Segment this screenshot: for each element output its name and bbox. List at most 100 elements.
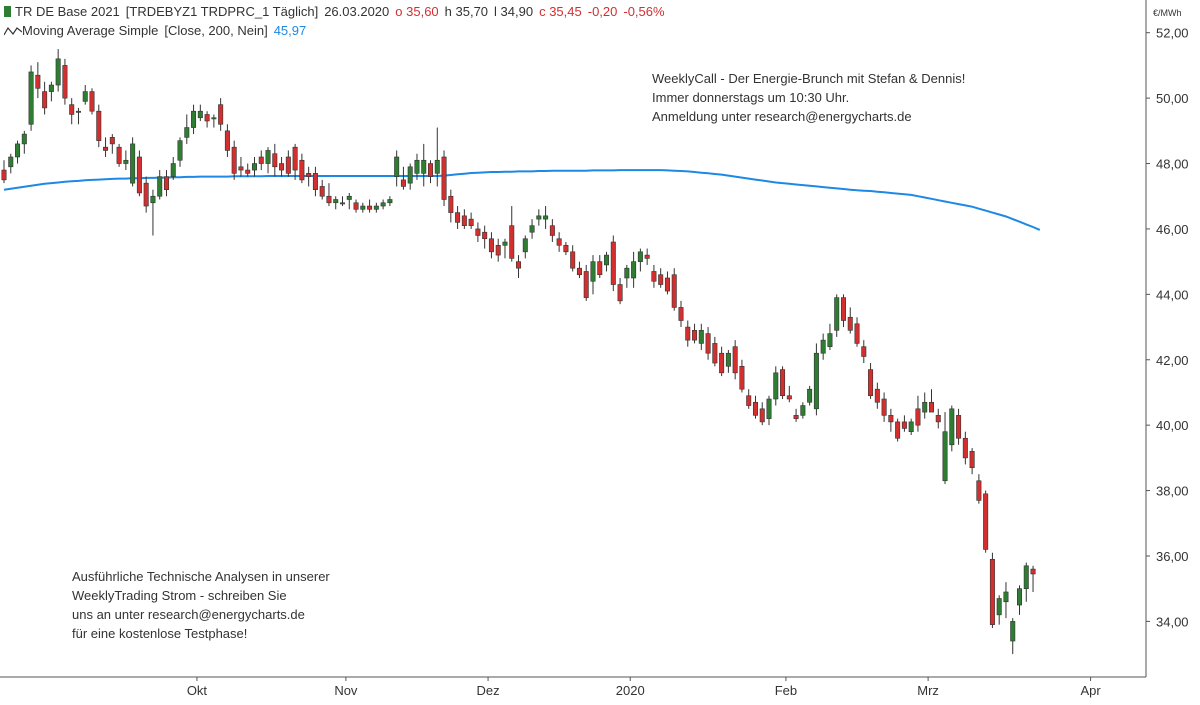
candle[interactable] <box>1010 618 1016 655</box>
candle[interactable] <box>685 320 691 347</box>
candle[interactable] <box>15 140 21 164</box>
candle[interactable] <box>793 408 799 422</box>
candle[interactable] <box>400 166 406 190</box>
candle[interactable] <box>312 166 318 197</box>
candle[interactable] <box>983 490 989 553</box>
candle[interactable] <box>35 62 41 99</box>
candle[interactable] <box>549 219 555 243</box>
candle[interactable] <box>1030 565 1036 592</box>
candle[interactable] <box>360 202 366 213</box>
candle[interactable] <box>766 395 772 426</box>
candle[interactable] <box>116 143 122 167</box>
candle[interactable] <box>610 235 616 292</box>
candle[interactable] <box>725 349 731 373</box>
candle[interactable] <box>482 225 488 249</box>
candle[interactable] <box>163 170 169 197</box>
candle[interactable] <box>583 264 589 301</box>
candle[interactable] <box>238 156 244 177</box>
candle[interactable] <box>719 346 725 377</box>
candle[interactable] <box>346 192 352 210</box>
candle[interactable] <box>475 222 481 243</box>
candle[interactable] <box>597 255 603 278</box>
candle[interactable] <box>969 448 975 475</box>
candle[interactable] <box>786 385 792 403</box>
candle[interactable] <box>109 134 115 154</box>
candle[interactable] <box>150 189 156 236</box>
candle[interactable] <box>536 209 542 226</box>
candle[interactable] <box>218 98 224 131</box>
candle[interactable] <box>949 405 955 452</box>
candle[interactable] <box>563 242 569 256</box>
candle[interactable] <box>813 343 819 416</box>
candle[interactable] <box>143 176 149 213</box>
candle[interactable] <box>570 245 576 272</box>
candle[interactable] <box>664 271 670 295</box>
candle[interactable] <box>488 232 494 259</box>
candle[interactable] <box>123 150 129 171</box>
candle[interactable] <box>130 137 136 187</box>
candle[interactable] <box>48 81 54 102</box>
candle[interactable] <box>224 124 230 157</box>
candle[interactable] <box>191 104 197 135</box>
candle[interactable] <box>759 402 765 426</box>
candle[interactable] <box>245 163 251 177</box>
candle[interactable] <box>306 166 312 187</box>
candle[interactable] <box>915 395 921 432</box>
candle[interactable] <box>211 114 217 128</box>
candle[interactable] <box>184 114 190 144</box>
candle[interactable] <box>874 382 880 409</box>
candle[interactable] <box>576 261 582 278</box>
candle[interactable] <box>407 163 413 190</box>
candle[interactable] <box>299 153 305 184</box>
candle[interactable] <box>624 264 630 288</box>
candle[interactable] <box>82 85 88 105</box>
candle[interactable] <box>780 366 786 400</box>
candle[interactable] <box>448 189 454 223</box>
candle[interactable] <box>827 323 833 350</box>
candle[interactable] <box>868 363 874 400</box>
candle[interactable] <box>1 160 7 184</box>
candle[interactable] <box>251 156 257 177</box>
candle[interactable] <box>177 137 183 167</box>
candle[interactable] <box>895 418 901 442</box>
candle[interactable] <box>279 156 285 177</box>
candle[interactable] <box>752 395 758 419</box>
candle[interactable] <box>746 389 752 409</box>
candle[interactable] <box>353 199 359 213</box>
candle[interactable] <box>617 277 623 305</box>
candle[interactable] <box>678 300 684 328</box>
candle[interactable] <box>69 98 75 125</box>
candle[interactable] <box>705 327 711 360</box>
candle[interactable] <box>28 65 34 131</box>
candle[interactable] <box>103 137 109 157</box>
candle[interactable] <box>847 307 853 334</box>
candle[interactable] <box>421 143 427 187</box>
candle[interactable] <box>604 251 610 272</box>
candle[interactable] <box>962 431 968 465</box>
candle[interactable] <box>62 58 68 105</box>
candle[interactable] <box>888 408 894 432</box>
candle[interactable] <box>516 255 522 278</box>
candle[interactable] <box>840 294 846 328</box>
candle[interactable] <box>881 392 887 422</box>
candle[interactable] <box>942 412 948 485</box>
candle[interactable] <box>326 183 332 207</box>
candle[interactable] <box>96 104 102 148</box>
candle[interactable] <box>543 206 549 229</box>
candle[interactable] <box>739 359 745 393</box>
candle[interactable] <box>367 199 373 213</box>
candle[interactable] <box>157 170 163 200</box>
candle[interactable] <box>861 340 867 364</box>
candle[interactable] <box>272 143 278 177</box>
candle[interactable] <box>258 150 264 171</box>
candle[interactable] <box>373 202 379 213</box>
candle[interactable] <box>922 392 928 419</box>
candle[interactable] <box>692 323 698 344</box>
candle[interactable] <box>1016 585 1022 615</box>
candle[interactable] <box>928 389 934 413</box>
candle[interactable] <box>631 251 637 288</box>
candle[interactable] <box>42 81 48 115</box>
candle[interactable] <box>265 147 271 174</box>
candle[interactable] <box>956 408 962 445</box>
